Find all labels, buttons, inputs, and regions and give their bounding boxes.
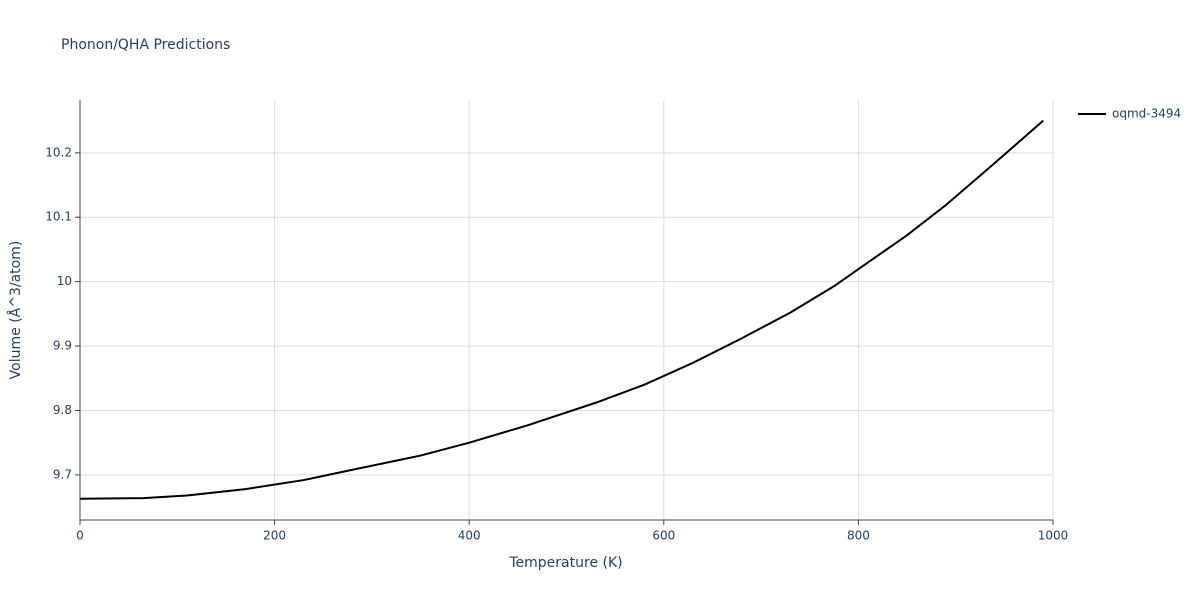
- y-tick-label: 9.7: [53, 467, 72, 481]
- x-tick-label: 1000: [1038, 529, 1069, 543]
- line-series: [79, 119, 1044, 500]
- y-tick-label: 9.9: [53, 339, 72, 353]
- y-tick-label: 9.8: [53, 403, 72, 417]
- x-tick-label: 200: [263, 529, 286, 543]
- y-tick-label: 10.2: [45, 145, 72, 159]
- x-tick-label: 0: [76, 529, 84, 543]
- x-tick-label: 400: [458, 529, 481, 543]
- y-axis-title: Volume (Å^3/atom): [7, 241, 24, 380]
- y-tick-label: 10.1: [45, 210, 72, 224]
- x-tick-label: 800: [847, 529, 870, 543]
- y-tick-label: 10: [57, 274, 72, 288]
- x-tick-label: 600: [652, 529, 675, 543]
- legend-label: oqmd-3494: [1112, 107, 1181, 121]
- chart-title: Phonon/QHA Predictions: [61, 37, 230, 53]
- x-axis-title: Temperature (K): [508, 555, 622, 571]
